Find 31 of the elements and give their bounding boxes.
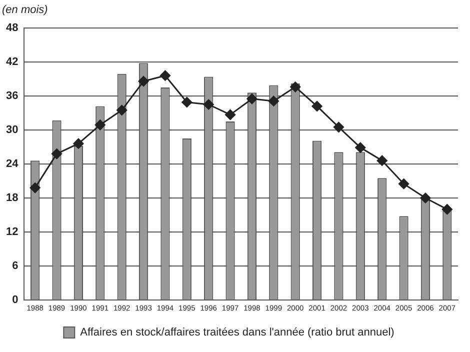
y-tick-label: 42 [6,56,18,68]
point [225,109,236,120]
point [182,96,192,108]
point [73,138,84,149]
point [398,178,410,190]
y-tick-label: 24 [6,158,20,170]
legend-label: Affaires en stock/affaires traitées dans l'année (ratio brut annuel) [80,326,394,339]
point [94,120,106,130]
point [355,142,366,153]
point [268,96,279,106]
point [290,82,301,92]
y-tick-label: 30 [6,124,18,136]
point [52,148,62,160]
y-axis-title: (en mois) [2,4,48,16]
point [30,182,40,194]
y-tick-label: 0 [12,294,18,306]
y-tick-label: 6 [12,260,18,272]
y-tick-label: 36 [6,90,18,102]
point [160,70,170,81]
point [333,122,344,132]
y-tick-label: 48 [6,22,18,34]
point [420,192,431,204]
y-tick-label: 12 [6,226,18,238]
point [312,100,322,112]
y-tick-label: 18 [6,192,18,204]
point [203,99,214,110]
point [246,94,258,104]
point [138,76,149,87]
point [376,155,388,166]
point [442,204,452,215]
point [116,104,128,116]
